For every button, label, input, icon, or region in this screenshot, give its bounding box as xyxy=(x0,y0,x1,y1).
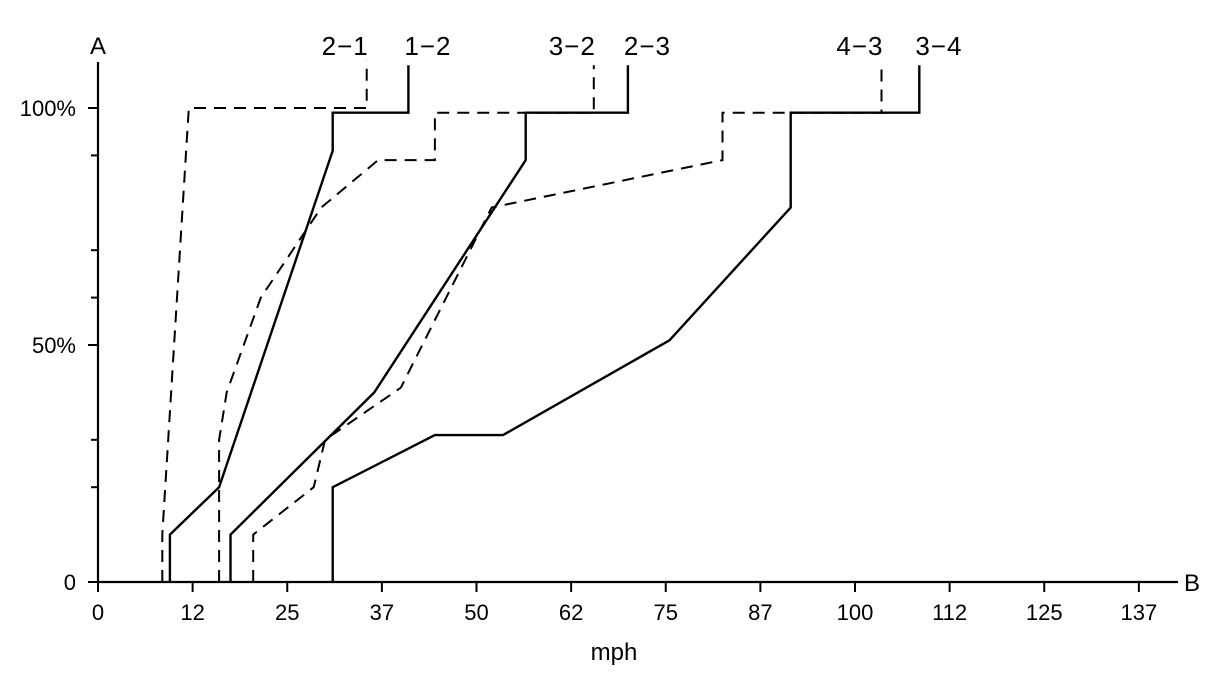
series-label-3-4: 3−4 xyxy=(915,31,962,61)
y-tick-label: 50% xyxy=(32,333,76,358)
series-line-1-2 xyxy=(168,65,410,582)
series-label-2-1: 2−1 xyxy=(322,31,369,61)
x-tick-label: 125 xyxy=(1026,600,1063,625)
y-axis-corner-label: A xyxy=(90,33,106,60)
series-line-4-3 xyxy=(252,65,883,582)
series-line-3-2 xyxy=(218,65,595,582)
series-label-3-2: 3−2 xyxy=(549,31,596,61)
series-label-1-2: 1−2 xyxy=(404,31,451,61)
x-tick-label: 75 xyxy=(654,600,678,625)
x-tick-label: 62 xyxy=(559,600,583,625)
y-tick-label: 100% xyxy=(20,96,76,121)
x-axis-corner-label: B xyxy=(1184,570,1200,597)
series-line-2-1 xyxy=(161,60,368,582)
series-line-3-4 xyxy=(331,65,921,582)
series-line-2-3 xyxy=(229,65,630,582)
series-label-4-3: 4−3 xyxy=(836,31,883,61)
x-tick-label: 87 xyxy=(748,600,772,625)
x-tick-label: 100 xyxy=(837,600,874,625)
x-tick-label: 137 xyxy=(1121,600,1158,625)
x-tick-label: 12 xyxy=(180,600,204,625)
x-axis-title: mph xyxy=(591,639,638,666)
x-tick-label: 0 xyxy=(92,600,104,625)
plot-area: A B 0 12 25 37 50 62 75 87 100 112 125 137 0 50% 100% mph… xyxy=(20,31,1200,666)
y-tick-label: 0 xyxy=(64,570,76,595)
series-label-2-3: 2−3 xyxy=(624,31,671,61)
x-tick-label: 112 xyxy=(932,600,967,625)
x-tick-label: 37 xyxy=(370,600,394,625)
x-tick-label: 25 xyxy=(275,600,299,625)
x-tick-label: 50 xyxy=(464,600,488,625)
